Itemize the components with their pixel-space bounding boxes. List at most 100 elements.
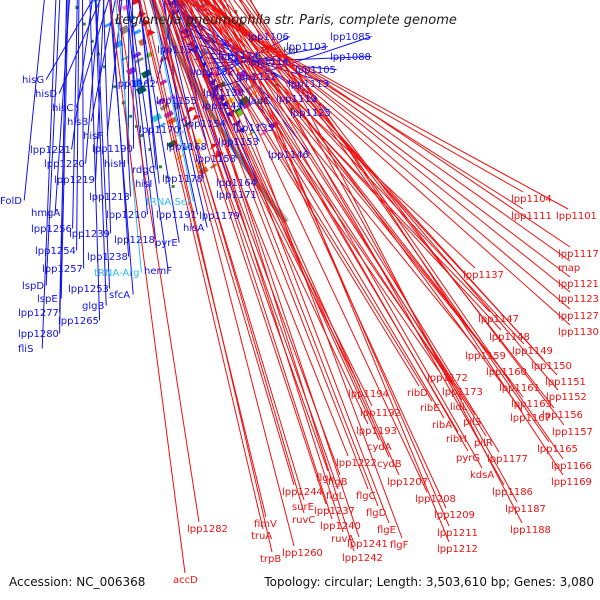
leader-line [177, 0, 360, 538]
gene-label: cydB [377, 459, 402, 470]
feature-dot [103, 65, 106, 69]
leader-line [172, 0, 344, 533]
forward-gene-label: lpp1179 [199, 211, 240, 222]
feature-dot [171, 184, 175, 188]
forward-gene-label: lpp1085 [330, 32, 371, 43]
rna-gene-label: tRNA-Arg [94, 268, 139, 279]
gene-label: lpp1280 [18, 329, 59, 340]
reverse-gene-label: lpp1222 [336, 458, 377, 469]
leader-line [164, 0, 333, 520]
feature-dot [148, 148, 152, 151]
reverse-gene-label: lpp1173 [442, 387, 483, 398]
leader-line [59, 0, 67, 334]
feature-block [144, 75, 155, 84]
gene-label: lpp1105 [295, 65, 336, 76]
gene-label: lpp1253 [68, 284, 109, 295]
forward-gene-label: lpp1170 [139, 125, 180, 136]
leader-line [76, 0, 80, 251]
leader-line [168, 0, 369, 425]
reverse-gene-label: pilS [463, 417, 481, 428]
gene-label: lpp1257 [42, 264, 83, 275]
reverse-gene-label: lpp1148 [489, 332, 530, 343]
gene-label: lpp1242 [342, 553, 383, 564]
reverse-gene-label: ribE [420, 403, 440, 414]
gene-label: lpp1169 [551, 477, 592, 488]
gene-label: pilR [474, 438, 493, 449]
gene-label: ribH [446, 434, 467, 445]
gene-label: lpp1172 [427, 373, 468, 384]
feature-dot [165, 175, 169, 179]
gene-arrow [187, 106, 197, 114]
forward-gene-label: hemF [144, 266, 172, 277]
gene-label: lpp1154 [185, 119, 226, 130]
forward-gene-label: lpp1191 [156, 210, 197, 221]
leader-line [103, 0, 112, 234]
leader-line [181, 0, 420, 387]
gene-label: lpp1210 [106, 210, 147, 221]
feature-block [126, 66, 137, 76]
reverse-gene-label: lpp1151 [545, 377, 586, 388]
reverse-gene-label: lpp1111 [511, 211, 552, 222]
forward-gene-label: hisB [67, 117, 88, 128]
gene-label: lpp1191 [156, 210, 197, 221]
forward-gene-label: lpp1135 [233, 123, 274, 134]
forward-gene-label: lpp1154 [185, 119, 226, 130]
leader-line [212, 0, 447, 509]
leader-line [115, 0, 142, 273]
leader-line [163, 0, 182, 130]
forward-gene-label: lpp1119 [276, 94, 317, 105]
reverse-gene-label: lpp1241 [347, 539, 388, 550]
gene-label: lpp1237 [314, 506, 355, 517]
gene-label: lidL [450, 402, 468, 413]
gene-label: lpp1165 [537, 444, 578, 455]
reverse-gene-label: map [558, 263, 580, 274]
gene-label: pyrG [456, 453, 480, 464]
reverse-gene-label: flgF [390, 540, 409, 551]
reverse-gene-label: ribA [432, 420, 452, 431]
gene-label: lpp1241 [347, 539, 388, 550]
leader-line [159, 0, 329, 472]
reverse-gene-label: lpp1209 [434, 510, 475, 521]
reverse-gene-label: lpp1172 [427, 373, 468, 384]
feature-block [234, 65, 244, 73]
gene-label: flgE [377, 525, 396, 536]
gene-label: lpp1103 [286, 42, 327, 53]
gene-label: lpp1163 [511, 399, 552, 410]
gene-label: lpp1144 [202, 101, 243, 112]
leader-line [238, 0, 550, 443]
gene-label: ruvC [292, 515, 315, 526]
reverse-gene-label: fimV [254, 519, 277, 530]
gene-label: lpp1193 [356, 426, 397, 437]
gene-label: pyrE [155, 238, 178, 249]
reverse-gene-label: flgC [356, 491, 376, 502]
gene-label: lpp1166 [551, 461, 592, 472]
feature-dot [129, 114, 133, 118]
forward-gene-label: lpp1265 [58, 316, 99, 327]
gene-arrow [192, 115, 201, 122]
leader-line [166, 0, 349, 457]
gene-label: lpp1156 [542, 410, 583, 421]
gene-label: flgC [356, 491, 376, 502]
forward-gene-label: pyrE [155, 238, 178, 249]
reverse-gene-label: flgL [326, 491, 345, 502]
forward-gene-label: lpp1134 [157, 45, 198, 56]
gene-label: hisA [183, 223, 204, 234]
forward-gene-label: lpp1124 [218, 51, 259, 62]
gene-label: ladC [248, 96, 270, 107]
leader-line [194, 0, 445, 419]
gene-label: lpp1106 [248, 32, 289, 43]
forward-gene-label: lpp1168 [166, 142, 207, 153]
feature-block [134, 56, 144, 64]
forward-gene-label: lpp1210 [106, 210, 147, 221]
reverse-gene-label: ribH [446, 434, 467, 445]
leader-line [190, 0, 310, 155]
leader-line [228, 0, 505, 486]
leader-line [149, 0, 295, 486]
reverse-gene-label: accD [173, 575, 198, 586]
reverse-gene-label: lpp1166 [551, 461, 592, 472]
leader-line [45, 0, 61, 286]
forward-gene-label: hisC [52, 103, 73, 114]
gene-label: lpp1159 [465, 351, 506, 362]
label-leaders [23, 0, 571, 574]
